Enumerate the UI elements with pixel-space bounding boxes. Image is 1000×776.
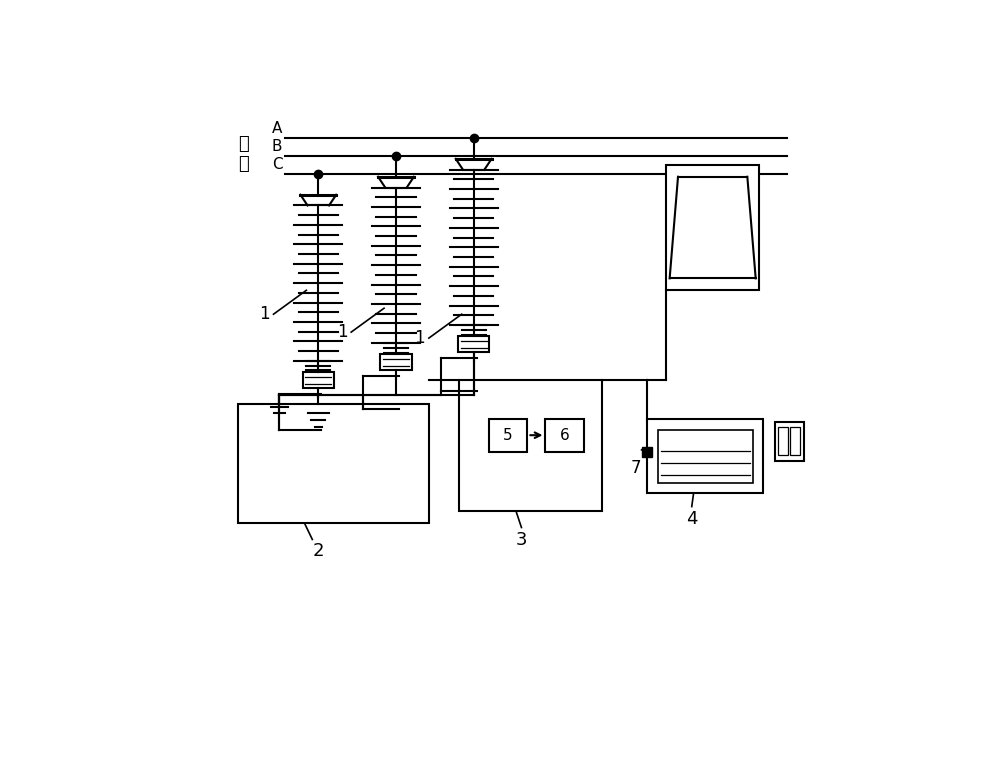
Text: 1: 1	[337, 323, 348, 341]
Text: C: C	[272, 157, 282, 172]
Text: 5: 5	[503, 428, 513, 442]
Bar	[238, 404, 429, 523]
Bar	[647, 419, 763, 494]
Text: A: A	[272, 121, 282, 136]
Bar	[545, 419, 584, 452]
Text: B: B	[272, 139, 282, 154]
Text: 母: 母	[238, 135, 249, 153]
Text: 1: 1	[259, 305, 270, 323]
Text: 1: 1	[415, 329, 425, 347]
Text: 4: 4	[686, 510, 698, 528]
Bar	[380, 354, 412, 370]
Text: 7: 7	[630, 459, 641, 476]
Bar	[303, 372, 334, 388]
Bar	[459, 380, 602, 511]
Text: 2: 2	[313, 542, 324, 560]
Bar	[666, 165, 759, 290]
Bar	[775, 422, 804, 461]
Bar	[658, 430, 753, 483]
Text: 线: 线	[238, 154, 249, 172]
Bar	[778, 428, 788, 456]
Text: 6: 6	[560, 428, 570, 442]
Text: 3: 3	[516, 531, 527, 549]
Bar	[458, 336, 489, 352]
Bar	[489, 419, 527, 452]
Bar	[790, 428, 800, 456]
